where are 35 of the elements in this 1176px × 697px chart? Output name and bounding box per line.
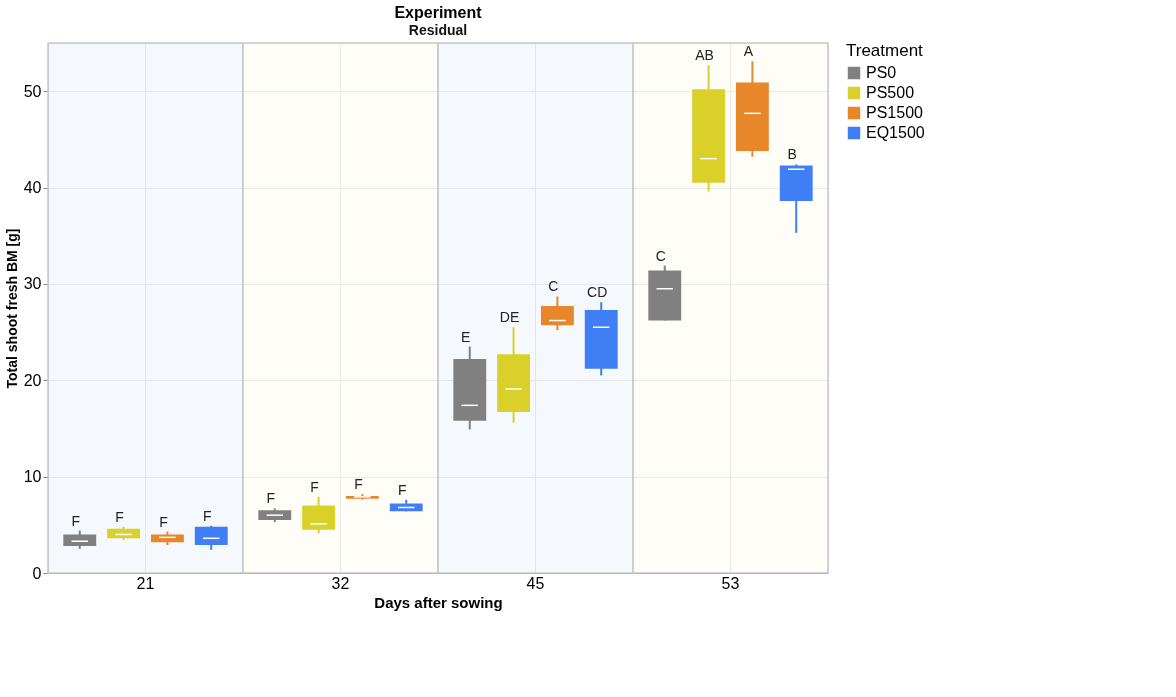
annotation: E [461,328,471,345]
annotation: F [266,490,276,507]
annotation: F [71,512,81,529]
annotation: C [548,278,559,295]
annotation: AB [695,47,714,64]
y-tick-label: 40 [23,179,42,197]
legend-label: PS0 [866,64,897,81]
annotation: F [202,507,212,524]
legend-label: PS500 [866,84,915,101]
annotation: CD [587,284,608,301]
y-tick-label: 10 [23,468,42,486]
chart-title: Experiment [394,4,483,22]
annotation: F [397,481,407,498]
x-tick-label: 32 [331,574,350,592]
y-axis-title: Total shoot fresh BM [g] [3,228,20,389]
x-tick-label: 21 [136,574,155,592]
x-tick-label: 53 [721,574,740,592]
x-tick-label: 45 [526,574,545,592]
annotation: DE [499,309,520,326]
annotation: F [354,475,363,492]
chart-subtitle: Residual [408,22,468,39]
legend-label: PS1500 [866,104,924,121]
annotation: F [115,508,124,525]
annotation: F [159,513,168,530]
legend-label: EQ1500 [866,124,925,141]
y-tick-label: 50 [23,82,42,100]
legend-title: Treatment [846,41,924,60]
annotation: C [655,247,666,264]
annotation: B [787,146,797,163]
y-tick-label: 30 [23,275,42,293]
annotation: A [743,43,754,60]
x-axis-title: Days after sowing [374,593,503,611]
y-tick-label: 20 [23,371,42,389]
y-tick-label: 0 [32,564,42,582]
annotation: F [310,478,319,495]
